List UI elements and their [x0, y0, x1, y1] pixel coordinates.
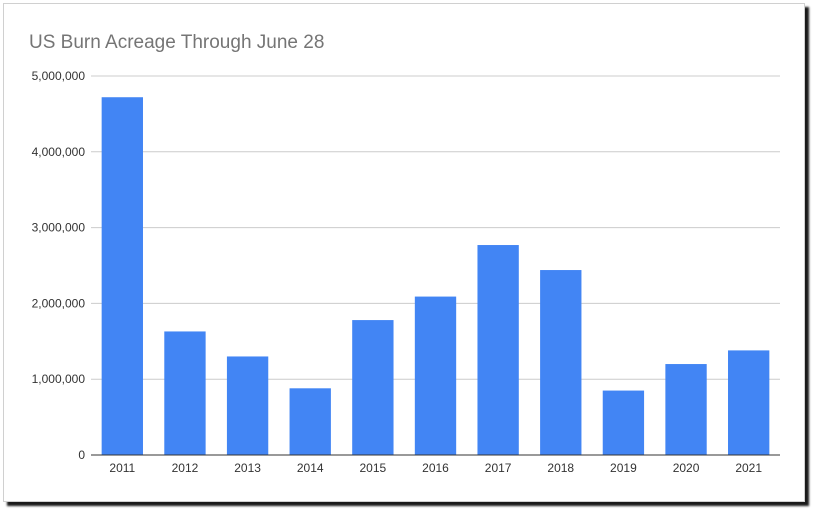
bar-2017	[477, 245, 519, 455]
x-tick-label: 2019	[610, 461, 637, 475]
bar-2014	[289, 388, 331, 455]
x-axis-ticks: 2011 2012 2013 2014 2015 2016 2017 2018 2019 2020…	[109, 461, 762, 475]
bar-2019	[602, 390, 645, 455]
x-tick-label: 2013	[234, 461, 261, 475]
bar-2015	[352, 320, 394, 455]
bar-2011	[101, 97, 143, 455]
bar-2016	[414, 296, 457, 455]
bars	[101, 97, 770, 455]
bar-2012	[164, 331, 206, 455]
x-tick-label: 2015	[360, 461, 387, 475]
y-tick-label: 3,000,000	[32, 221, 86, 235]
x-tick-label: 2014	[297, 461, 324, 475]
y-tick-label: 0	[78, 448, 85, 462]
y-tick-label: 4,000,000	[32, 145, 86, 159]
bar-2020	[665, 364, 707, 455]
bar-2021	[728, 350, 770, 455]
chart-container: US Burn Acreage Through June 28 0 1,000,0…	[3, 3, 805, 502]
x-tick-label: 2016	[422, 461, 449, 475]
y-axis-ticks: 0 1,000,000 2,000,000 3,000,000 4,000,000 5,0…	[32, 69, 86, 462]
x-tick-label: 2021	[735, 461, 762, 475]
x-tick-label: 2011	[109, 461, 135, 475]
y-tick-label: 5,000,000	[32, 69, 86, 83]
y-tick-label: 2,000,000	[32, 296, 86, 310]
bar-2013	[226, 356, 269, 455]
x-tick-label: 2020	[673, 461, 700, 475]
bar-2018	[540, 270, 582, 455]
x-tick-label: 2012	[172, 461, 199, 475]
x-tick-label: 2017	[485, 461, 512, 475]
bar-chart-plot: 0 1,000,000 2,000,000 3,000,000 4,000,000 5,0…	[32, 69, 780, 475]
x-tick-label: 2018	[547, 461, 574, 475]
y-tick-label: 1,000,000	[32, 372, 86, 386]
chart-title: US Burn Acreage Through June 28	[29, 32, 325, 53]
